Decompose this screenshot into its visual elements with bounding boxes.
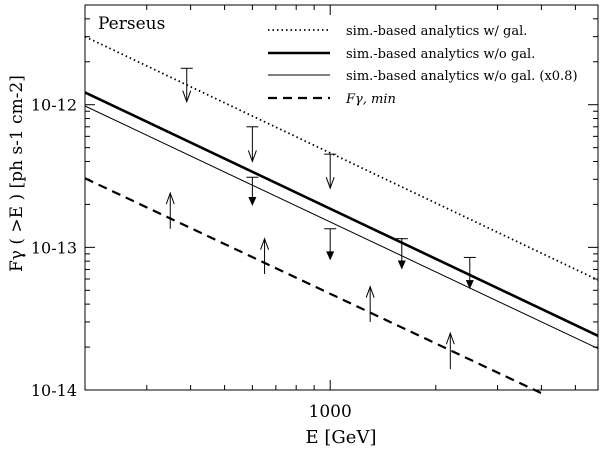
limit-arrowhead: [165, 191, 175, 205]
tick-labels: 1000 10-12 10-13 10-14: [31, 96, 352, 422]
lower-limit-arrow: [365, 285, 375, 322]
lower-limit-arrow: [165, 191, 175, 229]
x-axis-label: E [GeV]: [306, 427, 377, 448]
limit-arrowhead: [397, 260, 406, 270]
upper-limit-arrow-filled: [463, 256, 476, 290]
upper-limit-arrow: [324, 153, 337, 190]
legend-label: sim.-based analytics w/o gal. (x0.8): [346, 69, 578, 84]
upper-limit-arrow-filled: [395, 238, 408, 270]
legend-label: sim.-based analytics w/ gal.: [346, 24, 527, 39]
legend-label: Fγ, min: [345, 92, 396, 107]
limit-arrowhead: [365, 285, 375, 298]
limit-markers-layer: [165, 67, 476, 370]
limit-arrowhead: [325, 176, 335, 190]
limit-arrowhead: [247, 150, 257, 163]
series-layer: [84, 35, 599, 395]
y-tick-label: 10-14: [31, 381, 77, 400]
limit-arrowhead: [445, 331, 455, 345]
axis-ticks: [84, 4, 598, 391]
y-tick-label: 10-12: [31, 96, 77, 115]
plot-frame: [84, 4, 599, 391]
limit-arrowhead: [248, 196, 257, 206]
y-axis-label: Fγ ( >E ) [ph s-1 cm-2]: [7, 75, 27, 272]
lower-limit-arrow: [260, 237, 270, 275]
legend: sim.-based analytics w/ gal. sim.-based …: [268, 24, 578, 107]
series-line-thick: [84, 91, 599, 337]
series-line-thin: [84, 105, 599, 350]
upper-limit-arrow: [246, 126, 259, 163]
legend-label: sim.-based analytics w/o gal.: [346, 47, 535, 62]
x-tick-label: 1000: [309, 402, 352, 422]
upper-limit-arrow-filled: [324, 228, 337, 261]
y-tick-label: 10-13: [31, 238, 77, 257]
series-line-dotted: [84, 35, 599, 281]
limit-arrowhead: [465, 280, 474, 290]
limit-arrowhead: [260, 237, 270, 250]
series-line-dashed: [84, 177, 542, 395]
panel-label: Perseus: [98, 14, 165, 34]
limit-arrowhead: [182, 90, 192, 104]
upper-limit-arrow-filled: [246, 176, 259, 206]
limit-arrowhead: [326, 251, 335, 261]
upper-limit-arrow: [180, 67, 193, 104]
lower-limit-arrow: [445, 331, 455, 370]
